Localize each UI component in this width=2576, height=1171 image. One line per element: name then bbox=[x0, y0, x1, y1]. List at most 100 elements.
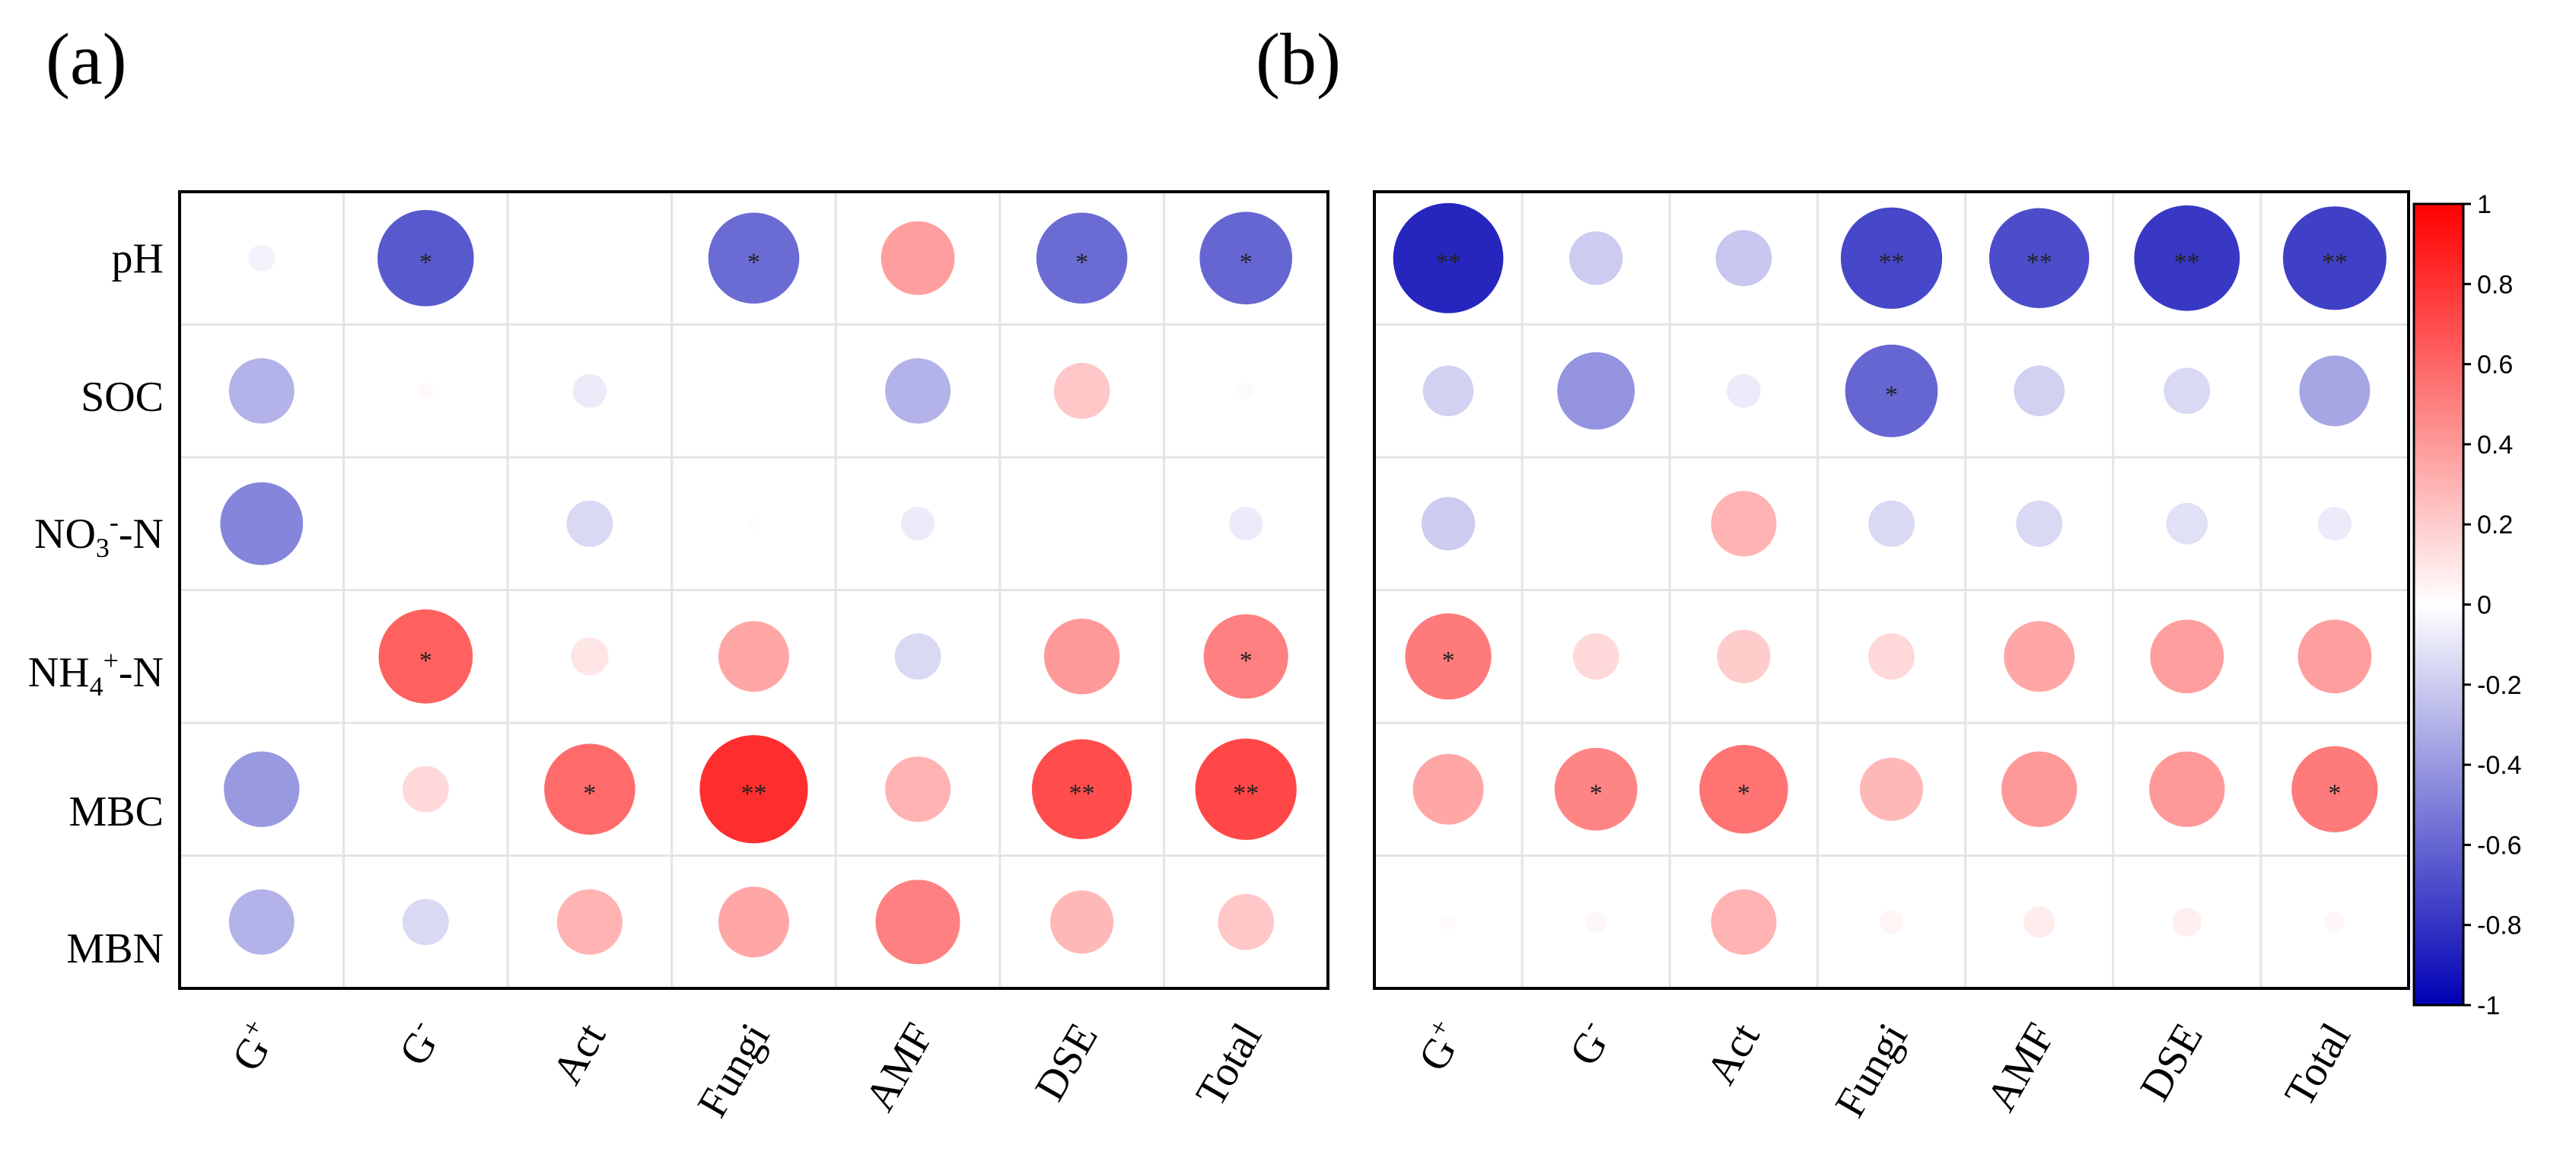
correlation-panel-a: * * * ** ** ** ** **G+ G- Act Fungi AMF DSE Total bbox=[178, 190, 1329, 1125]
correlation-circle-a-r5-c5 bbox=[1050, 890, 1114, 954]
correlation-circle-b-r0-c1 bbox=[1569, 231, 1623, 285]
significance-marker-a-r0-c1: * bbox=[419, 248, 432, 276]
correlation-circle-b-r0-c5 bbox=[2134, 205, 2240, 311]
correlation-circle-a-r3-c4 bbox=[894, 633, 941, 680]
row-label-no3n-tail: -N bbox=[119, 511, 164, 558]
column-label-a-3: Fungi bbox=[689, 1016, 779, 1125]
column-label-a-1: G- bbox=[387, 1013, 451, 1074]
correlation-circle-a-r3-c3 bbox=[718, 621, 789, 692]
column-label-b-6: Total bbox=[2275, 1016, 2360, 1115]
column-label-base: Fungi bbox=[1826, 1016, 1917, 1125]
correlation-circle-a-r4-c3 bbox=[699, 735, 808, 844]
column-label-a-6: Total bbox=[1187, 1016, 1272, 1115]
correlation-circle-a-r5-c1 bbox=[402, 899, 449, 946]
row-label-soc: SOC bbox=[81, 374, 164, 421]
correlation-circle-a-r1-c5 bbox=[1053, 362, 1110, 419]
correlation-circle-a-r2-c2 bbox=[566, 500, 613, 547]
correlation-circle-a-r0-c0 bbox=[248, 244, 275, 272]
correlation-circle-a-r1-c4 bbox=[885, 358, 951, 424]
correlation-circle-a-r2-c3 bbox=[747, 517, 760, 530]
significance-marker-b-r0-c0: ** bbox=[1435, 248, 1461, 276]
correlation-circle-a-r5-c2 bbox=[556, 889, 623, 955]
correlation-circle-a-r0-c4 bbox=[880, 221, 955, 295]
column-label-base: Total bbox=[1187, 1016, 1272, 1115]
correlation-circle-a-r0-c6 bbox=[1199, 212, 1293, 305]
correlation-circle-a-r3-c1 bbox=[378, 609, 473, 704]
correlation-circle-b-r1-c0 bbox=[1422, 365, 1474, 417]
correlation-circle-b-r1-c5 bbox=[2164, 368, 2211, 415]
significance-marker-b-r0-c3: ** bbox=[1879, 248, 1905, 276]
colorbar-tick-label: -1 bbox=[2477, 991, 2500, 1020]
correlation-circle-a-r3-c2 bbox=[571, 637, 609, 676]
column-label-base: Act bbox=[543, 1015, 615, 1092]
correlation-circle-b-r3-c0 bbox=[1405, 613, 1492, 700]
column-label-base: DSE bbox=[1026, 1016, 1107, 1109]
correlation-circle-b-r5-c5 bbox=[2172, 907, 2202, 937]
row-label-no3n-sup: - bbox=[110, 507, 119, 537]
correlation-circle-a-r5-c3 bbox=[718, 886, 789, 958]
correlation-circle-b-r3-c5 bbox=[2150, 619, 2224, 694]
correlation-circle-b-r3-c6 bbox=[2297, 619, 2372, 694]
row-label-mbn: MBN bbox=[66, 925, 164, 972]
correlation-circle-a-r3-c5 bbox=[1043, 619, 1120, 695]
correlation-panel-b: ** ** ** ** ***** * *G+ G- Act Fungi AMF DSE Total bbox=[1373, 190, 2410, 1125]
column-label-base: AMF bbox=[1978, 1016, 2065, 1119]
correlation-circle-b-r5-c3 bbox=[1879, 910, 1904, 934]
correlation-circle-b-r2-c4 bbox=[2016, 500, 2063, 547]
correlation-circle-a-r0-c3 bbox=[708, 212, 800, 304]
row-label-no3n-base: NO bbox=[34, 511, 96, 558]
colorbar: 1 0.8 0.6 0.4 0.2 0 -0.2 -0.4 -0.6 -0.8 -1 bbox=[2412, 190, 2522, 1020]
correlation-circle-b-r1-c4 bbox=[2014, 365, 2065, 417]
column-label-b-2: Act bbox=[1697, 1015, 1769, 1092]
row-label-nh4n-sup: + bbox=[103, 645, 119, 676]
colorbar-tick-label: -0.4 bbox=[2477, 751, 2522, 780]
correlation-circle-b-r3-c3 bbox=[1868, 633, 1915, 680]
row-label-nh4n-base: NH bbox=[28, 649, 90, 696]
correlation-circle-a-r1-c1 bbox=[417, 382, 435, 399]
significance-marker-b-r4-c6: * bbox=[2328, 779, 2341, 807]
correlation-circle-b-r1-c2 bbox=[1727, 374, 1761, 408]
correlation-circle-b-r5-c1 bbox=[1585, 912, 1606, 933]
correlation-circle-b-r4-c6 bbox=[2291, 746, 2378, 832]
significance-marker-b-r4-c2: * bbox=[1737, 779, 1750, 807]
significance-marker-a-r0-c6: * bbox=[1240, 248, 1253, 276]
correlation-circle-b-r0-c6 bbox=[2282, 206, 2387, 310]
significance-marker-b-r3-c0: * bbox=[1442, 647, 1455, 675]
correlation-circle-b-r1-c3 bbox=[1845, 344, 1938, 438]
row-label-no3n-sub: 3 bbox=[96, 533, 110, 563]
correlation-circle-b-r3-c2 bbox=[1717, 629, 1771, 683]
column-label-a-0: G+ bbox=[220, 1013, 287, 1079]
significance-marker-a-r3-c1: * bbox=[419, 647, 432, 675]
panel-border-a bbox=[178, 190, 1329, 990]
correlation-circle-a-r4-c4 bbox=[885, 756, 951, 823]
significance-marker-a-r0-c3: * bbox=[747, 248, 760, 276]
column-label-a-5: DSE bbox=[1026, 1016, 1107, 1109]
colorbar-tick-label: -0.8 bbox=[2477, 912, 2522, 940]
panel-border-b bbox=[1373, 190, 2410, 990]
column-label-b-5: DSE bbox=[2131, 1016, 2212, 1109]
column-label-base: DSE bbox=[2131, 1016, 2212, 1109]
significance-marker-b-r0-c5: ** bbox=[2174, 248, 2200, 276]
correlation-circle-a-r0-c5 bbox=[1036, 212, 1128, 304]
correlation-circle-a-r2-c4 bbox=[900, 507, 935, 541]
correlation-circle-b-r0-c3 bbox=[1840, 207, 1943, 309]
significance-marker-a-r4-c6: ** bbox=[1233, 779, 1259, 807]
correlation-circle-b-r2-c6 bbox=[2317, 507, 2352, 541]
correlation-circle-b-r2-c2 bbox=[1711, 491, 1777, 557]
colorbar-gradient bbox=[2412, 202, 2465, 1007]
correlation-circle-b-r4-c1 bbox=[1554, 747, 1638, 831]
correlation-circle-b-r0-c2 bbox=[1715, 230, 1772, 287]
correlation-circle-b-r5-c6 bbox=[2324, 912, 2345, 933]
correlation-circle-b-r4-c5 bbox=[2149, 751, 2225, 827]
column-label-base: Fungi bbox=[689, 1016, 779, 1125]
row-label-nh4n-tail: -N bbox=[119, 649, 164, 696]
colorbar-tick-label: 0.2 bbox=[2477, 511, 2513, 539]
significance-marker-a-r4-c5: ** bbox=[1069, 779, 1095, 807]
column-label-a-2: Act bbox=[543, 1015, 615, 1092]
correlation-circle-b-r3-c1 bbox=[1572, 633, 1619, 680]
correlation-circle-a-r5-c4 bbox=[875, 880, 960, 965]
correlation-circle-b-r3-c4 bbox=[2004, 621, 2075, 692]
significance-marker-b-r4-c1: * bbox=[1590, 779, 1603, 807]
correlation-circle-b-r1-c1 bbox=[1557, 352, 1635, 430]
correlation-circle-b-r5-c4 bbox=[2023, 905, 2055, 938]
